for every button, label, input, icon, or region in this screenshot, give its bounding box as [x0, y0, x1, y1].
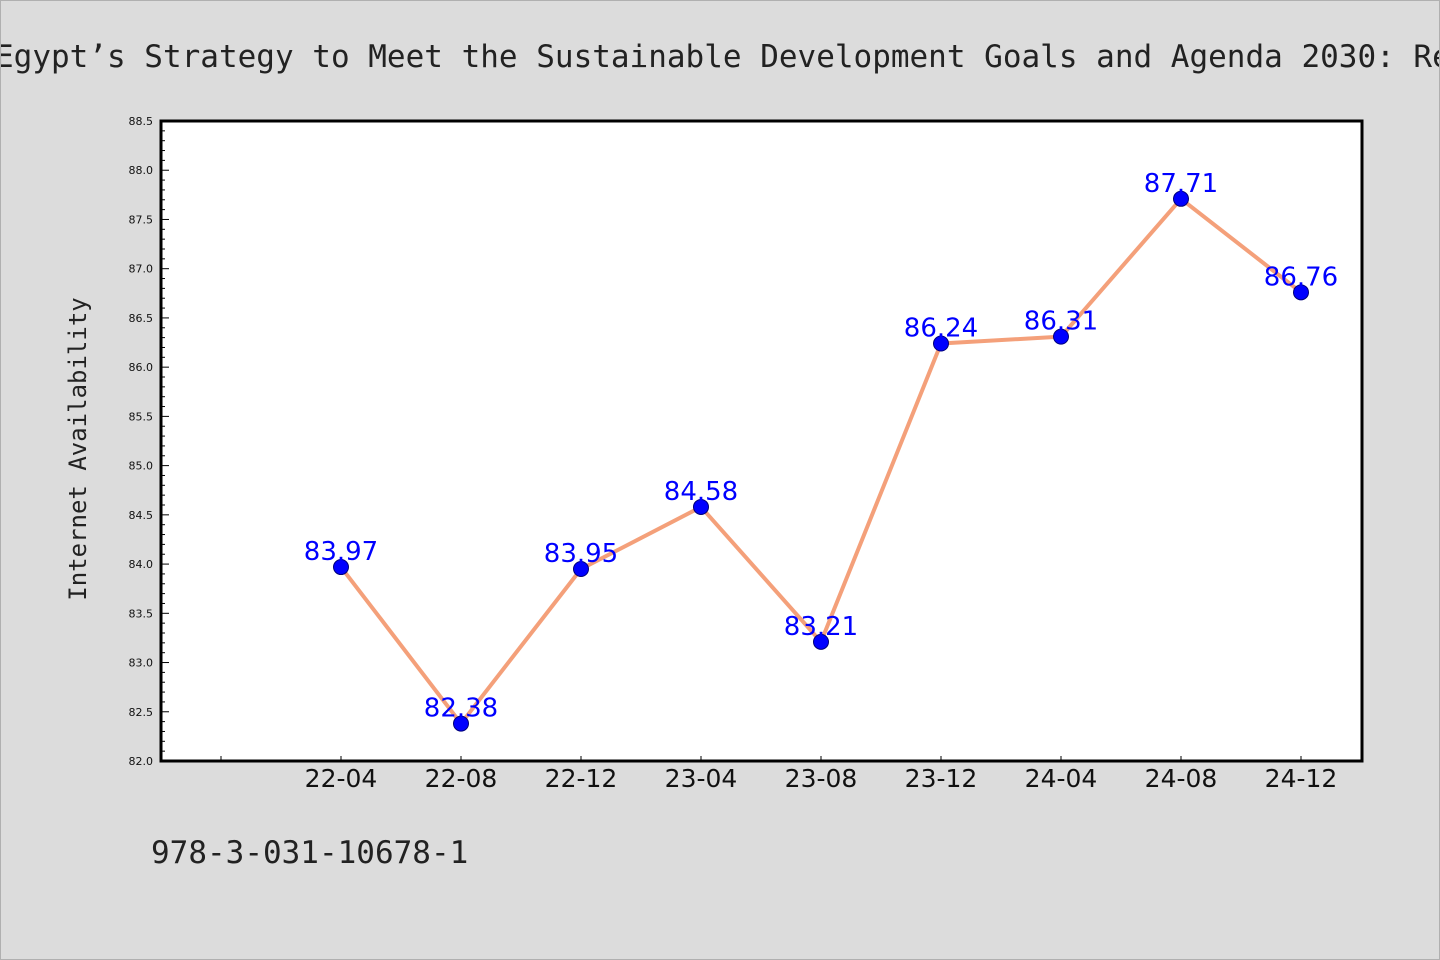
data-point [573, 561, 589, 577]
data-label: 87.71 [1144, 169, 1218, 199]
x-tick-label: 23-12 [905, 764, 978, 793]
data-label: 83.97 [304, 537, 378, 567]
y-tick-label: 82.0 [129, 755, 154, 768]
y-tick-label: 88.5 [129, 115, 154, 128]
y-tick-label: 86.0 [129, 361, 154, 374]
data-point [1173, 190, 1189, 207]
data-point [933, 335, 949, 352]
y-tick-label: 83.5 [129, 607, 154, 620]
x-tick-label: 24-08 [1145, 764, 1218, 793]
x-tick-label: 23-04 [665, 764, 738, 793]
data-point [333, 559, 349, 576]
data-label: 83.95 [544, 539, 618, 569]
data-label: 86.76 [1264, 262, 1338, 292]
x-tick-label: 23-08 [785, 764, 858, 793]
y-tick-label: 85.5 [129, 410, 154, 423]
y-tick-label: 85.0 [129, 460, 154, 473]
y-tick-label: 87.5 [129, 213, 154, 226]
x-tick-label: 24-04 [1025, 764, 1098, 793]
x-tick-label: 22-12 [545, 764, 618, 793]
data-label: 83.21 [784, 612, 858, 642]
x-tick-label: 22-04 [305, 764, 378, 793]
data-label: 82.38 [424, 694, 498, 724]
data-label: 86.24 [904, 314, 978, 344]
chart-title: Egypt’s Strategy to Meet the Sustainable… [0, 39, 1440, 75]
y-tick-label: 83.0 [129, 657, 154, 670]
y-tick-label: 84.5 [129, 509, 154, 522]
plot-area [161, 121, 1362, 761]
y-tick-label: 88.0 [129, 164, 154, 177]
y-tick-label: 82.5 [129, 706, 154, 719]
y-tick-label: 86.5 [129, 312, 154, 325]
plot-frame [159, 119, 1364, 763]
data-point [813, 633, 829, 650]
data-point [1293, 284, 1309, 301]
y-tick-label: 87.0 [129, 263, 154, 276]
data-point [453, 715, 469, 732]
y-tick-label: 84.0 [129, 558, 154, 571]
x-tick-label: 24-12 [1265, 764, 1338, 793]
data-point [693, 498, 709, 515]
data-point [1053, 328, 1069, 345]
data-label: 84.58 [664, 477, 738, 507]
isbn-footer: 978-3-031-10678-1 [151, 835, 469, 871]
x-tick-label: 22-08 [425, 764, 498, 793]
data-label: 86.31 [1024, 307, 1098, 337]
